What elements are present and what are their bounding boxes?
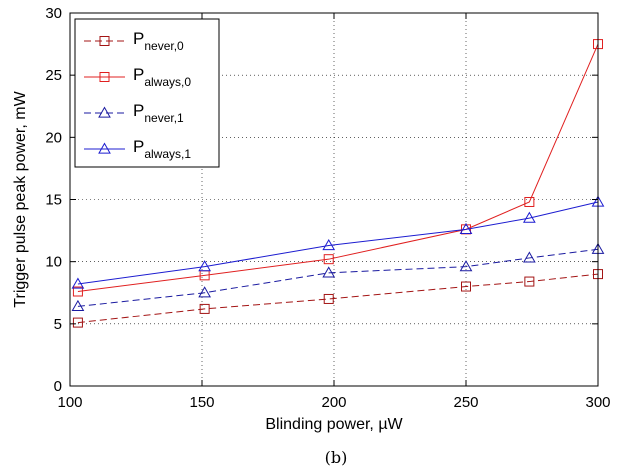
series-never-0 (72, 269, 603, 328)
data-point (72, 317, 83, 328)
legend-entry: Pnever,1 (84, 101, 184, 125)
legend-label-main: P (133, 101, 144, 120)
legend-marker (99, 36, 110, 46)
x-tick-label: 100 (57, 394, 82, 411)
data-point (198, 286, 212, 298)
data-point (322, 238, 336, 251)
x-tick-label: 200 (321, 394, 346, 411)
y-tick-label: 15 (45, 192, 62, 209)
series-always-1 (71, 195, 605, 289)
legend-label-subscript: always,0 (144, 75, 191, 89)
data-point (322, 266, 336, 278)
data-point (199, 303, 210, 314)
legend-label-main: P (133, 29, 144, 48)
legend-entry: Pnever,0 (84, 29, 184, 53)
series-line (77, 43, 599, 293)
data-point (71, 299, 85, 312)
legend-label: Palways,1 (133, 137, 191, 161)
y-tick-label: 10 (45, 254, 62, 271)
legend-entry: Palways,1 (84, 137, 191, 161)
data-point (323, 254, 334, 265)
legend-label: Pnever,1 (133, 101, 184, 125)
data-point (524, 196, 535, 207)
data-point (459, 222, 473, 234)
x-axis-label: Blinding power, µW (265, 416, 403, 433)
y-axis-label: Trigger pulse peak power, mW (12, 90, 29, 307)
data-point (522, 251, 536, 263)
data-point (72, 286, 83, 297)
y-tick-label: 0 (54, 378, 62, 395)
figure-caption: (b) (325, 448, 348, 467)
x-tick-label: 150 (189, 394, 214, 411)
legend-entry: Palways,0 (84, 65, 191, 89)
legend-label-subscript: never,1 (144, 111, 184, 125)
legend-label-subscript: always,1 (144, 147, 191, 161)
y-tick-label: 5 (54, 316, 62, 333)
x-tick-label: 250 (453, 394, 478, 411)
legend-label-main: P (133, 137, 144, 156)
y-tick-label: 25 (45, 67, 62, 84)
series-line (77, 248, 599, 307)
legend-marker (98, 142, 111, 154)
x-tick-label: 300 (585, 394, 610, 411)
legend-marker (99, 72, 110, 82)
series-never-1 (71, 242, 605, 312)
data-point (71, 277, 85, 289)
y-tick-label: 20 (45, 129, 62, 146)
legend-label: Palways,0 (133, 65, 191, 89)
legend-label: Pnever,0 (133, 29, 184, 53)
data-point (522, 211, 536, 223)
legend-label-subscript: never,0 (144, 39, 184, 53)
series-line (77, 273, 599, 324)
series-line (77, 201, 599, 285)
legend-label-main: P (133, 65, 144, 84)
legend-marker (98, 106, 111, 118)
data-point (323, 293, 334, 304)
data-point (459, 260, 473, 272)
data-point (198, 260, 212, 272)
y-tick-label: 30 (45, 5, 62, 22)
data-point (524, 276, 535, 287)
data-point (461, 281, 471, 292)
legend-box (74, 18, 220, 168)
